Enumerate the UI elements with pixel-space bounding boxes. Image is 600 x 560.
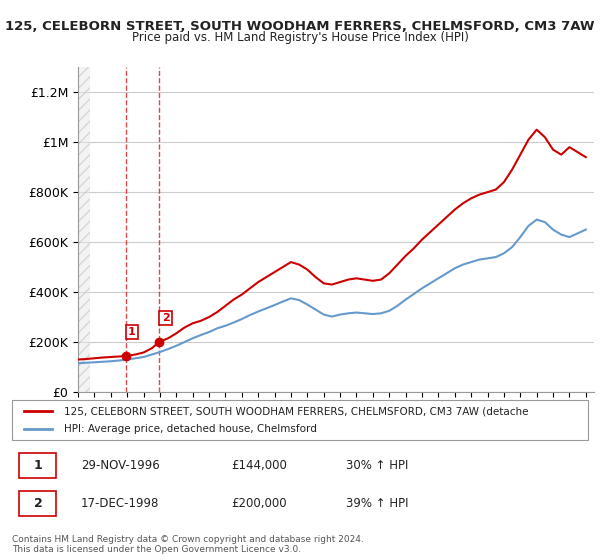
Text: £200,000: £200,000 — [231, 497, 287, 510]
Text: 29-NOV-1996: 29-NOV-1996 — [81, 459, 160, 472]
FancyBboxPatch shape — [19, 454, 56, 478]
Text: 1: 1 — [128, 327, 136, 337]
FancyBboxPatch shape — [19, 492, 56, 516]
Text: 125, CELEBORN STREET, SOUTH WOODHAM FERRERS, CHELMSFORD, CM3 7AW: 125, CELEBORN STREET, SOUTH WOODHAM FERR… — [5, 20, 595, 32]
Text: 125, CELEBORN STREET, SOUTH WOODHAM FERRERS, CHELMSFORD, CM3 7AW (detache: 125, CELEBORN STREET, SOUTH WOODHAM FERR… — [64, 407, 529, 417]
Text: 17-DEC-1998: 17-DEC-1998 — [81, 497, 160, 510]
Text: Contains HM Land Registry data © Crown copyright and database right 2024.
This d: Contains HM Land Registry data © Crown c… — [12, 535, 364, 554]
Text: HPI: Average price, detached house, Chelmsford: HPI: Average price, detached house, Chel… — [64, 423, 317, 433]
FancyBboxPatch shape — [12, 400, 588, 440]
Text: 1: 1 — [34, 459, 42, 472]
Text: 39% ↑ HPI: 39% ↑ HPI — [346, 497, 409, 510]
Text: £144,000: £144,000 — [231, 459, 287, 472]
Bar — [78, 67, 90, 392]
Text: 2: 2 — [162, 313, 169, 323]
Text: Price paid vs. HM Land Registry's House Price Index (HPI): Price paid vs. HM Land Registry's House … — [131, 31, 469, 44]
Text: 2: 2 — [34, 497, 42, 510]
Text: 30% ↑ HPI: 30% ↑ HPI — [346, 459, 409, 472]
